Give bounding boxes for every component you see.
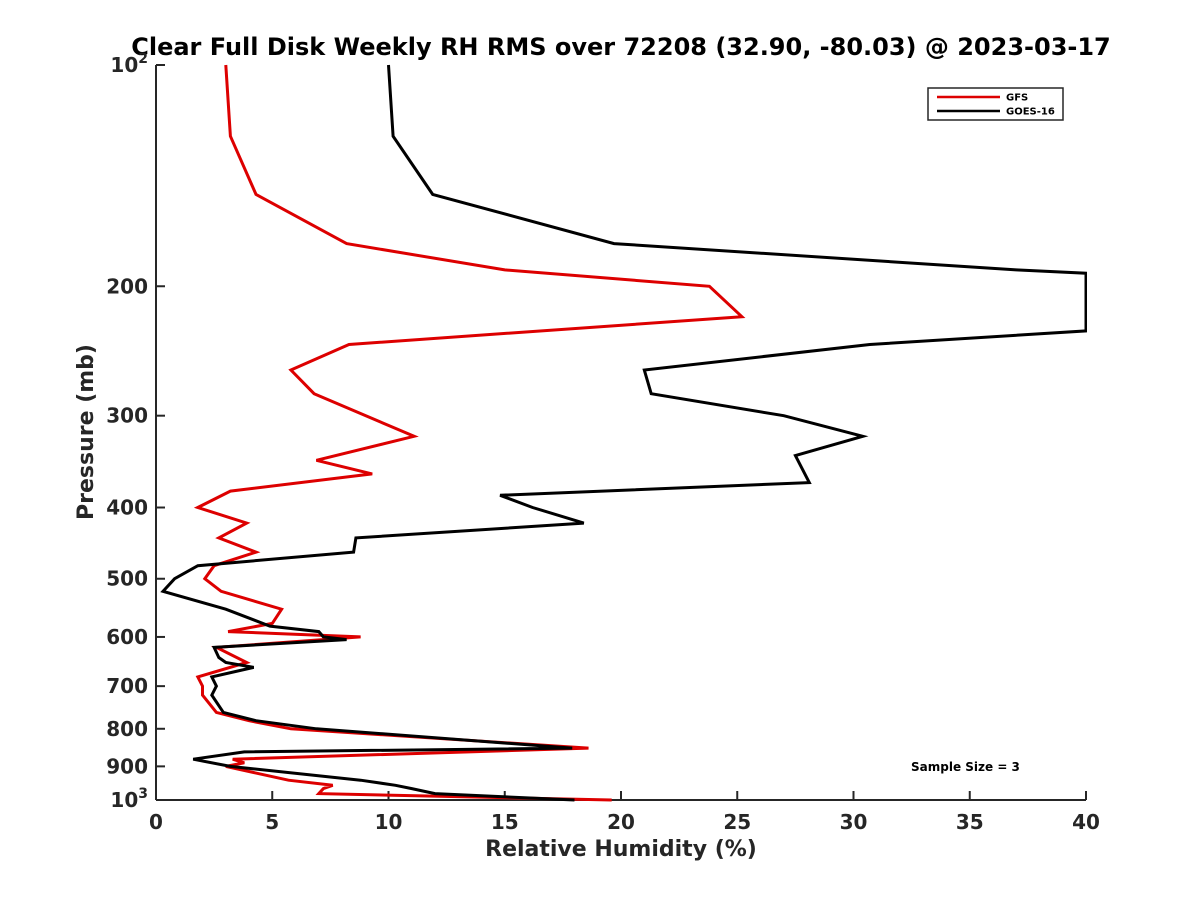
y-tick-label: 200 [106, 274, 148, 298]
x-axis-ticks: 0 5 10 15 20 25 30 35 40 [149, 791, 1100, 834]
x-tick-label: 15 [491, 810, 519, 834]
legend: GFS GOES-16 [927, 87, 1064, 121]
data-series [160, 64, 1087, 802]
y-axis-ticks: 102 200 300 400 500 600 700 800 900 103 [106, 51, 165, 812]
legend-box [927, 87, 1064, 121]
y-axis-label: Pressure (mb) [74, 344, 99, 520]
x-tick-label: 5 [265, 810, 279, 834]
y-tick-label: 900 [106, 754, 148, 778]
y-tick-label: 700 [106, 674, 148, 698]
x-tick-label: 35 [956, 810, 984, 834]
y-tick-label: 103 [110, 786, 148, 812]
x-tick-label: 10 [375, 810, 403, 834]
x-tick-label: 20 [607, 810, 635, 834]
y-tick-label: 300 [106, 404, 148, 428]
y-tick-label: 400 [106, 496, 148, 520]
x-axis-label: Relative Humidity (%) [485, 837, 757, 862]
chart-title: Clear Full Disk Weekly RH RMS over 72208… [131, 33, 1111, 61]
plot-axes [155, 65, 1086, 801]
y-tick-label: 500 [106, 567, 148, 591]
legend-label: GFS [1006, 93, 1028, 104]
y-tick-label: 800 [106, 717, 148, 741]
legend-label: GOES-16 [1006, 107, 1055, 118]
series-line-gfs [193, 64, 746, 802]
x-tick-label: 40 [1072, 810, 1100, 834]
x-tick-label: 0 [149, 810, 163, 834]
sample-size-annotation: Sample Size = 3 [911, 760, 1020, 774]
x-tick-label: 25 [723, 810, 751, 834]
y-tick-label: 102 [110, 51, 148, 77]
series-line-goes-16 [160, 64, 1087, 802]
x-tick-label: 30 [840, 810, 868, 834]
y-tick-label: 600 [106, 625, 148, 649]
